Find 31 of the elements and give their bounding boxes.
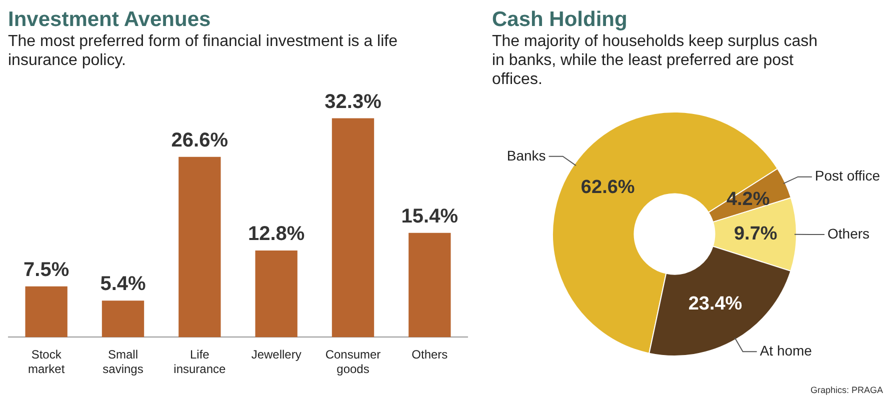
slice-label: Post office — [814, 168, 880, 184]
data-label: 23.4% — [688, 293, 742, 314]
slice-label: At home — [760, 342, 812, 358]
x-tick-label: Jewellery — [251, 348, 302, 362]
bar — [25, 286, 68, 338]
data-label: 7.5% — [24, 258, 70, 281]
chart-subtitle: The most preferred form of financial investment is a life insurance policy. — [8, 32, 398, 70]
data-label: 26.6% — [171, 129, 228, 152]
text: Graphics: PRAGA — [810, 385, 883, 395]
data-label: 9.7% — [734, 224, 778, 245]
chart-title: Cash Holding — [492, 8, 628, 32]
bar — [178, 156, 221, 338]
slice-label: Others — [828, 225, 870, 242]
slice-label: Banks — [506, 147, 546, 164]
chart-subtitle: The majority of households keep surplus cash in banks, while the least preferred are post offices. — [492, 32, 819, 89]
data-label: 12.8% — [248, 222, 305, 245]
bar — [408, 232, 451, 338]
data-label: 15.4% — [401, 205, 458, 228]
bar — [102, 300, 144, 338]
bar — [332, 118, 374, 338]
x-tick-label: Life insurance — [174, 348, 226, 376]
data-label: 5.4% — [100, 273, 146, 296]
x-tick-label: Small savings — [102, 348, 144, 376]
x-tick-label: Stock market — [28, 348, 66, 376]
chart-title: Investment Avenues — [8, 8, 212, 32]
bar — [255, 250, 298, 338]
x-tick-label: Consumer goods — [325, 348, 381, 376]
data-label: 32.3% — [324, 90, 382, 113]
data-label: 4.2% — [726, 189, 770, 210]
data-label: 62.6% — [580, 176, 635, 198]
x-tick-label: Others — [412, 348, 448, 362]
